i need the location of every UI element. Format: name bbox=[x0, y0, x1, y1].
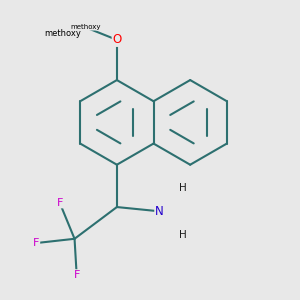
Text: N: N bbox=[155, 205, 164, 218]
Text: H: H bbox=[178, 183, 186, 193]
Text: F: F bbox=[33, 238, 40, 248]
Text: methoxy: methoxy bbox=[70, 24, 100, 30]
Text: O: O bbox=[112, 33, 122, 46]
Text: H: H bbox=[178, 230, 186, 240]
Text: F: F bbox=[74, 270, 80, 280]
Text: methoxy: methoxy bbox=[44, 29, 81, 38]
Text: F: F bbox=[56, 198, 63, 208]
